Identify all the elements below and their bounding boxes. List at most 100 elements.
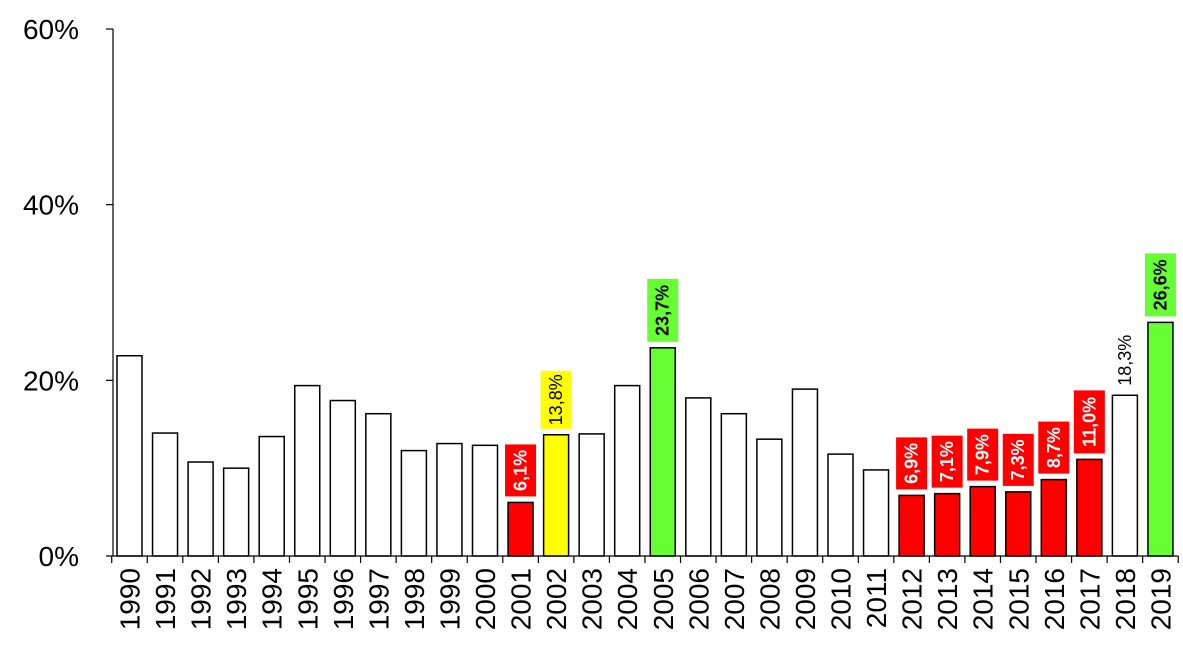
x-tick-label-2013: 2013 bbox=[932, 568, 963, 630]
x-tick-label-2011: 2011 bbox=[861, 568, 892, 628]
x-tick-label-2007: 2007 bbox=[719, 568, 750, 630]
data-label-2002: 13,8% bbox=[540, 370, 572, 429]
data-label-bg bbox=[896, 437, 928, 490]
data-label-2017: 11,0% bbox=[1073, 390, 1105, 454]
bar-2016 bbox=[1040, 478, 1068, 557]
x-tick-label-2003: 2003 bbox=[577, 568, 608, 630]
y-tick-label: 40% bbox=[23, 190, 79, 221]
bar-2005 bbox=[649, 347, 676, 557]
data-labels: 6,1% 13,8% 23,7% 6,9% 7,1% 7,9% 7,3% 8,7% 11,0% 1… bbox=[505, 253, 1176, 497]
bar-1991 bbox=[151, 432, 179, 557]
bar-1996 bbox=[329, 399, 357, 557]
bar-2018 bbox=[1111, 394, 1139, 557]
bar-2011 bbox=[862, 469, 890, 557]
data-label-2019: 26,6% bbox=[1144, 253, 1176, 317]
x-tick-label-1993: 1993 bbox=[221, 568, 252, 630]
data-label-bg bbox=[1073, 390, 1105, 454]
bar-2012 bbox=[898, 494, 925, 557]
x-tick-label-2008: 2008 bbox=[754, 568, 785, 630]
bar-2008 bbox=[756, 438, 783, 557]
x-tick-label-2018: 2018 bbox=[1110, 568, 1141, 630]
x-tick-label-1997: 1997 bbox=[363, 568, 394, 630]
data-label-text: 7,1% bbox=[937, 441, 957, 482]
bar-1990 bbox=[116, 354, 143, 557]
data-label-bg bbox=[505, 444, 537, 497]
bar-2010 bbox=[827, 453, 854, 557]
bar-2017 bbox=[1076, 458, 1103, 557]
data-label-text: 6,9% bbox=[902, 443, 922, 484]
data-label-bg bbox=[647, 278, 679, 342]
data-label-text: 13,8% bbox=[546, 374, 566, 425]
data-label-2001: 6,1% bbox=[505, 444, 537, 497]
x-tick-label-2016: 2016 bbox=[1039, 568, 1070, 630]
bar-2001 bbox=[507, 501, 534, 557]
x-tick-label-2006: 2006 bbox=[683, 568, 714, 630]
bar-2003 bbox=[578, 433, 605, 557]
data-label-bg bbox=[931, 435, 963, 488]
x-axis: 1990 1991 1992 1993 1994 1995 1996 1997 1998 1999… bbox=[111, 555, 1179, 630]
bars bbox=[116, 321, 1174, 557]
x-tick-label-1991: 1991 bbox=[150, 568, 181, 630]
data-label-text: 26,6% bbox=[1150, 259, 1170, 310]
x-tick-label-2005: 2005 bbox=[648, 568, 679, 630]
data-label-text: 7,9% bbox=[973, 434, 993, 475]
y-tick-label: 20% bbox=[23, 365, 79, 396]
x-tick-label-1992: 1992 bbox=[186, 568, 217, 630]
x-tick-label-2019: 2019 bbox=[1145, 568, 1176, 630]
data-label-bg bbox=[540, 370, 572, 429]
bar-2015 bbox=[1005, 491, 1032, 557]
y-axis: 0% 20% 40% 60% bbox=[23, 14, 114, 572]
bar-1992 bbox=[187, 461, 214, 557]
data-label-bg bbox=[967, 428, 999, 481]
bar-2000 bbox=[471, 444, 499, 557]
bar-2014 bbox=[969, 485, 996, 557]
x-tick-label-1994: 1994 bbox=[257, 568, 288, 630]
x-tick-label-1990: 1990 bbox=[115, 568, 146, 630]
x-tick-label-2015: 2015 bbox=[1003, 568, 1034, 630]
bar-1998 bbox=[400, 449, 428, 557]
data-label-2013: 7,1% bbox=[931, 435, 963, 488]
data-label-text: 6,1% bbox=[511, 450, 531, 491]
data-label-text: 11,0% bbox=[1079, 397, 1099, 447]
x-tick-label-2001: 2001 bbox=[506, 568, 537, 630]
data-label-bg bbox=[1002, 433, 1034, 486]
x-tick-label-2009: 2009 bbox=[790, 568, 821, 630]
bar-2013 bbox=[933, 492, 961, 557]
bar-1997 bbox=[365, 412, 392, 557]
bar-1999 bbox=[436, 442, 463, 557]
data-label-2012: 6,9% bbox=[896, 437, 928, 490]
data-label-2018: 18,3% bbox=[1115, 335, 1135, 386]
x-tick-label-2014: 2014 bbox=[968, 568, 999, 630]
bar-2004 bbox=[613, 384, 641, 557]
bar-1993 bbox=[222, 467, 250, 557]
data-label-text: 7,3% bbox=[1008, 439, 1028, 480]
x-tick-label-1996: 1996 bbox=[328, 568, 359, 630]
data-label-text: 8,7% bbox=[1044, 427, 1064, 468]
x-tick-label-2012: 2012 bbox=[897, 568, 928, 630]
x-tick-label-1995: 1995 bbox=[292, 568, 323, 630]
y-tick-label: 60% bbox=[23, 14, 79, 45]
bar-1994 bbox=[258, 435, 285, 557]
data-label-2005: 23,7% bbox=[647, 278, 679, 342]
y-tick-label: 0% bbox=[39, 541, 79, 572]
x-tick-label-2002: 2002 bbox=[541, 568, 572, 630]
bar-2007 bbox=[720, 412, 748, 557]
bar-2006 bbox=[685, 397, 712, 557]
bar-2009 bbox=[791, 388, 819, 557]
x-tick-label-1998: 1998 bbox=[399, 568, 430, 630]
bar-2002 bbox=[542, 434, 570, 557]
x-tick-label-2004: 2004 bbox=[612, 568, 643, 630]
data-label-2015: 7,3% bbox=[1002, 433, 1034, 486]
bar-2019 bbox=[1147, 321, 1174, 557]
data-label-bg bbox=[1038, 421, 1070, 474]
data-label-2014: 7,9% bbox=[967, 428, 999, 481]
data-label-2016: 8,7% bbox=[1038, 421, 1070, 474]
x-tick-label-1999: 1999 bbox=[434, 568, 465, 630]
x-tick-label-2010: 2010 bbox=[826, 568, 857, 630]
data-label-text: 18,3% bbox=[1115, 335, 1135, 386]
data-label-text: 23,7% bbox=[653, 285, 673, 336]
bar-1995 bbox=[294, 384, 321, 557]
x-tick-label-2017: 2017 bbox=[1074, 568, 1105, 630]
data-label-bg bbox=[1144, 253, 1176, 317]
